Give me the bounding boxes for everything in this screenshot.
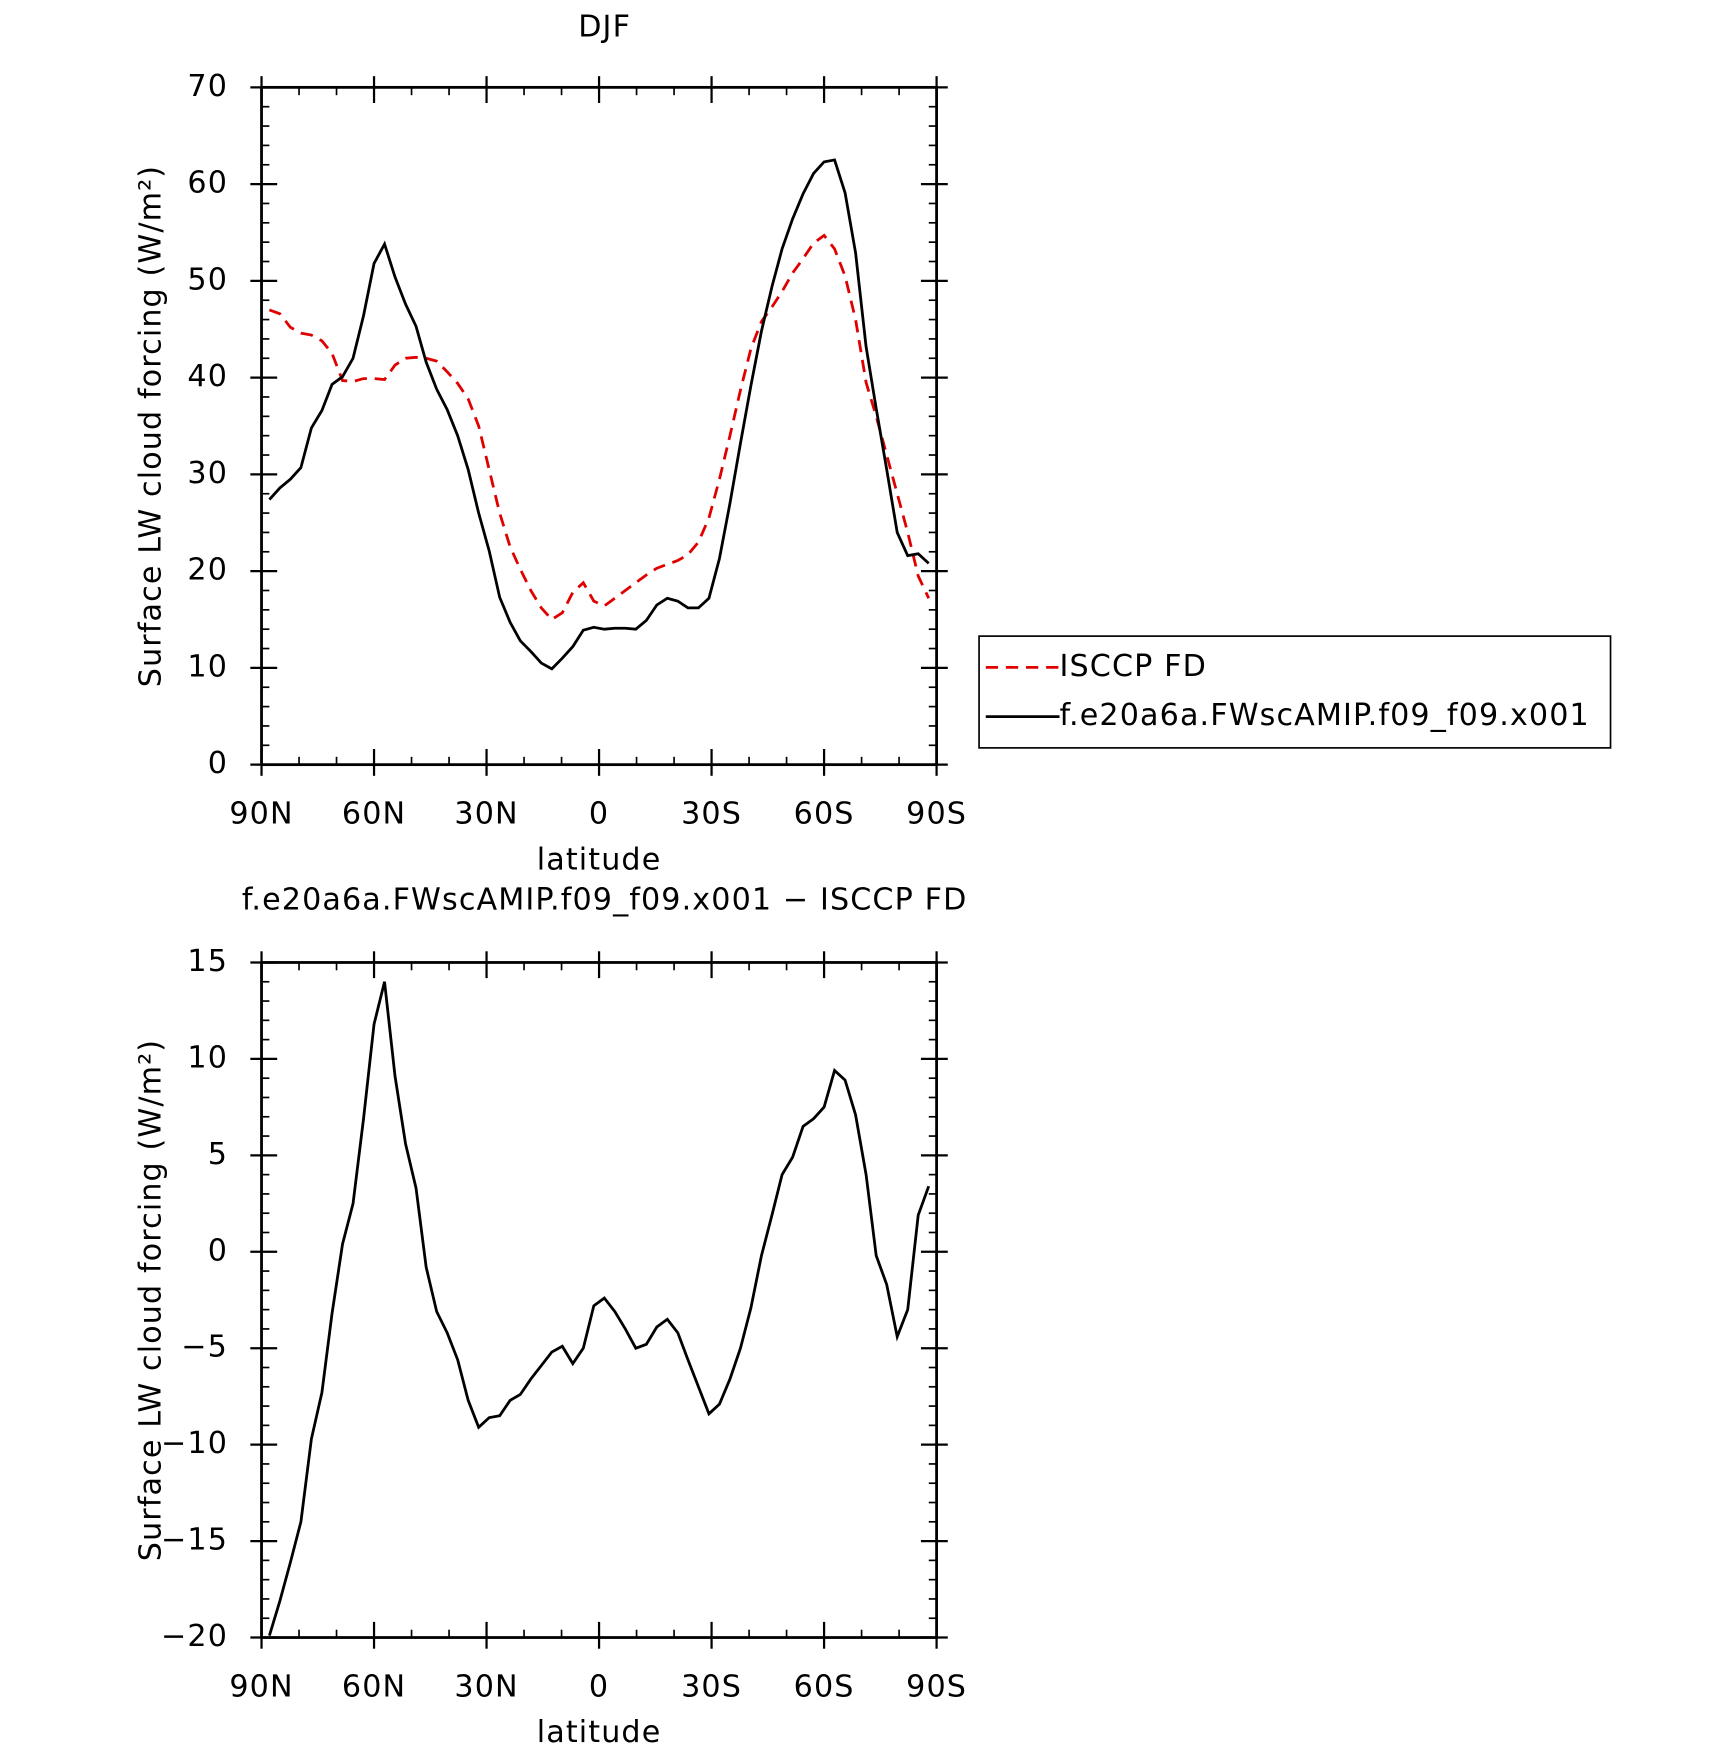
y-axis-label: Surface LW cloud forcing (W/m²): [134, 1039, 169, 1561]
y-tick-label: −5: [181, 1330, 228, 1365]
x-tick-label: 90S: [906, 796, 967, 831]
x-tick-label: 60N: [342, 1669, 406, 1704]
y-tick-label: 0: [208, 746, 228, 781]
y-tick-label: 15: [187, 944, 228, 979]
x-tick-label: 90N: [229, 796, 293, 831]
x-axis-label: latitude: [537, 1715, 662, 1745]
x-tick-label: 30N: [454, 796, 518, 831]
data-line: [268, 158, 930, 671]
x-tick-label: 30S: [681, 796, 742, 831]
x-tick-label: 60N: [342, 796, 406, 831]
legend-label: ISCCP FD: [1060, 649, 1207, 684]
x-tick-label: 90N: [229, 1669, 293, 1704]
y-tick-label: 30: [187, 456, 228, 491]
chart-title: DJF: [578, 10, 631, 45]
x-tick-label: 60S: [794, 796, 855, 831]
data-line: [268, 233, 930, 622]
chart-title: f.e20a6a.FWscAMIP.f09_f09.x001 − ISCCP F…: [242, 883, 968, 918]
y-tick-label: 40: [187, 359, 228, 394]
x-tick-label: 90S: [906, 1669, 967, 1704]
y-axis-label: Surface LW cloud forcing (W/m²): [134, 165, 169, 687]
x-tick-label: 30S: [681, 1669, 742, 1704]
legend-box: [978, 635, 1612, 749]
y-tick-label: −20: [161, 1619, 228, 1654]
x-tick-label: 60S: [794, 1669, 855, 1704]
plot-frame: [260, 961, 938, 1639]
plot-frame: [260, 85, 938, 767]
x-tick-label: 0: [589, 1669, 609, 1704]
y-tick-label: 70: [187, 69, 228, 104]
y-tick-label: 0: [208, 1233, 228, 1268]
y-tick-label: 50: [187, 262, 228, 297]
x-tick-label: 0: [589, 796, 609, 831]
x-tick-label: 30N: [454, 1669, 518, 1704]
y-tick-label: −15: [161, 1523, 228, 1558]
legend-label: f.e20a6a.FWscAMIP.f09_f09.x001: [1060, 698, 1590, 733]
y-tick-label: 10: [187, 1040, 228, 1075]
y-tick-label: 10: [187, 649, 228, 684]
x-axis-label: latitude: [537, 842, 662, 877]
y-tick-label: 60: [187, 166, 228, 201]
y-tick-label: 20: [187, 553, 228, 588]
y-tick-label: 5: [208, 1137, 228, 1172]
data-line: [268, 981, 931, 1637]
y-tick-label: −10: [161, 1426, 228, 1461]
